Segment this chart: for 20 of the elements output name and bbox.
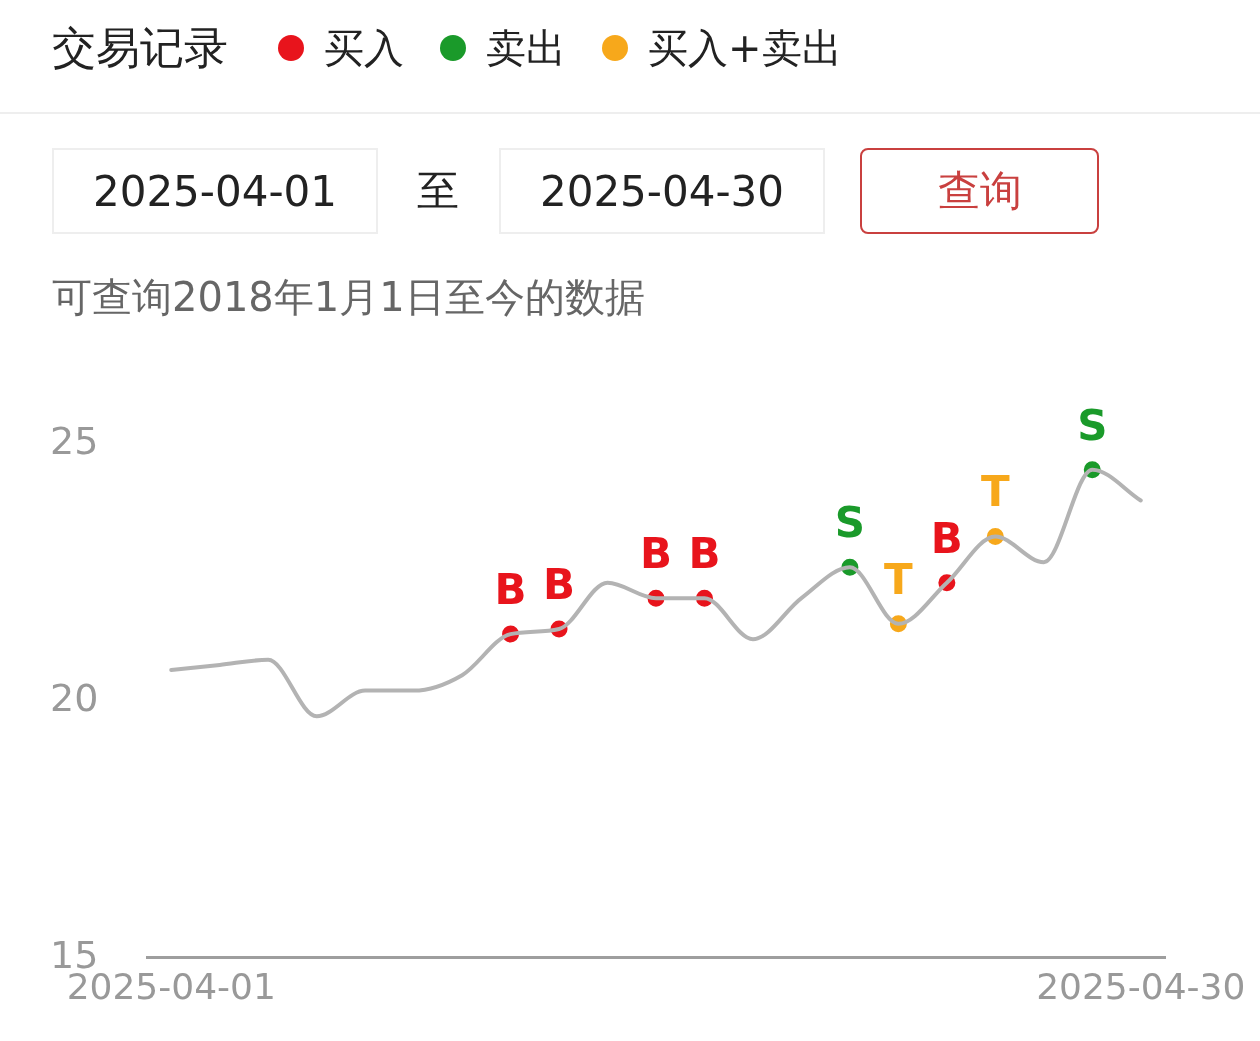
- data-label: S: [834, 498, 866, 548]
- text: 至: [416, 165, 460, 217]
- text: 查询: [860, 148, 1099, 234]
- data-label: S: [1077, 400, 1108, 450]
- data-label: B: [543, 559, 576, 609]
- text: 2025-04-30: [499, 148, 825, 234]
- y-tick-label: 25: [50, 418, 99, 463]
- text: 2025-04-01: [52, 148, 378, 234]
- y-tick-label: 20: [50, 675, 99, 720]
- legend-label: 买入+卖出: [648, 23, 842, 73]
- data-label: B: [494, 565, 527, 615]
- data-label: B: [930, 513, 963, 563]
- legend-label: 卖出: [486, 23, 566, 73]
- chart-subtitle: 可查询2018年1月1日至今的数据: [52, 273, 645, 322]
- data-label: T: [884, 554, 914, 604]
- data-label: B: [688, 529, 721, 579]
- legend-label: 买入: [324, 23, 404, 73]
- data-label: B: [639, 529, 673, 579]
- data-label: T: [981, 467, 1011, 517]
- chart-title: 交易记录: [52, 20, 228, 75]
